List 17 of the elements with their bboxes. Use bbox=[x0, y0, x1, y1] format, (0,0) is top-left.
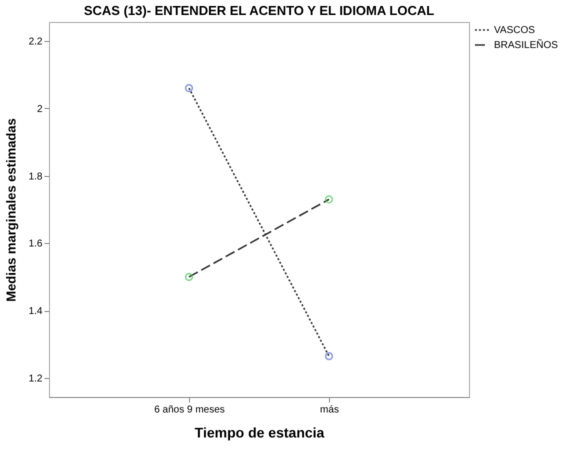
point bbox=[184, 272, 194, 282]
legend-label: BRASILEÑOS bbox=[494, 39, 558, 51]
y-axis-title: Medias marginales estimadas bbox=[4, 118, 19, 302]
x-tick-label: 6 años 9 meses bbox=[154, 404, 225, 416]
y-tick-label: 1.2 bbox=[28, 374, 43, 385]
y-tick-label: 1.6 bbox=[28, 238, 43, 250]
point bbox=[184, 84, 194, 92]
chart-title: SCAS (13)- ENTENDER EL ACENTO Y EL IDIOMA LOCAL bbox=[84, 3, 434, 18]
y-tick-label: 2.2 bbox=[28, 36, 43, 48]
y-tick-label: 1.4 bbox=[28, 306, 43, 318]
point bbox=[324, 195, 334, 204]
legend-label: VASCOS bbox=[494, 25, 536, 36]
point bbox=[324, 352, 334, 360]
y-tick-label: 1.8 bbox=[28, 171, 43, 182]
x-tick-label: más bbox=[320, 404, 339, 416]
y-tick-label: 2 bbox=[36, 104, 43, 115]
x-axis-title: Tiempo de estancia bbox=[194, 424, 325, 440]
